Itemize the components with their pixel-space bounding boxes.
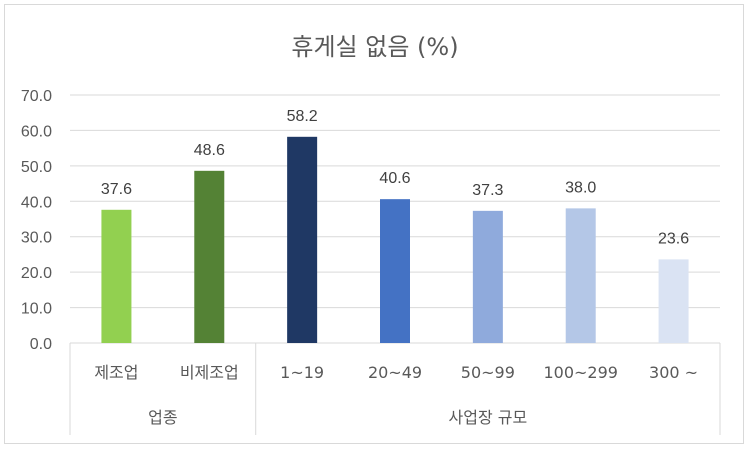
- x-category-label: 20~49: [368, 363, 422, 382]
- bar: [101, 209, 132, 343]
- x-category-label: 1~19: [280, 363, 324, 382]
- bar: [658, 259, 689, 343]
- value-label: 58.2: [287, 108, 318, 125]
- bar: [380, 199, 410, 343]
- group-label: 업종: [148, 408, 177, 427]
- y-tick-label: 50.0: [21, 159, 52, 176]
- bar: [472, 210, 503, 343]
- value-label: 37.3: [472, 182, 503, 199]
- category-groups: 업종 사업장 규모: [69, 343, 721, 435]
- x-category-label: 비제조업: [180, 363, 239, 382]
- chart-title: 휴게실 없음 (%): [291, 33, 458, 61]
- bar: [565, 208, 596, 343]
- y-tick-label: 10.0: [21, 301, 52, 318]
- bar: [287, 136, 318, 343]
- bar: [194, 170, 225, 343]
- x-axis-categories: 제조업 비제조업 1~19 20~49 50~99 100~299 300 ~: [94, 363, 698, 382]
- group-label: 사업장 규모: [449, 408, 528, 427]
- x-category-label: 300 ~: [649, 363, 698, 382]
- y-tick-label: 20.0: [21, 265, 52, 282]
- x-category-label: 50~99: [461, 363, 515, 382]
- value-label: 40.6: [379, 170, 410, 187]
- value-label: 48.6: [194, 142, 225, 159]
- value-label: 37.6: [101, 181, 132, 198]
- value-label: 23.6: [658, 230, 689, 247]
- y-tick-label: 60.0: [21, 123, 52, 140]
- x-category-label: 제조업: [94, 363, 138, 382]
- y-axis-ticks: 0.0 10.0 20.0 30.0 40.0 50.0 60.0 70.0: [21, 88, 52, 353]
- x-category-label: 100~299: [543, 363, 617, 382]
- value-label: 38.0: [565, 179, 596, 196]
- value-labels: 37.6 48.6 58.2 40.6 37.3 38.0 23.6: [101, 108, 689, 248]
- y-tick-label: 30.0: [21, 230, 52, 247]
- bars: [101, 136, 689, 343]
- y-tick-label: 0.0: [30, 336, 52, 353]
- y-tick-label: 40.0: [21, 194, 52, 211]
- y-tick-label: 70.0: [21, 88, 52, 105]
